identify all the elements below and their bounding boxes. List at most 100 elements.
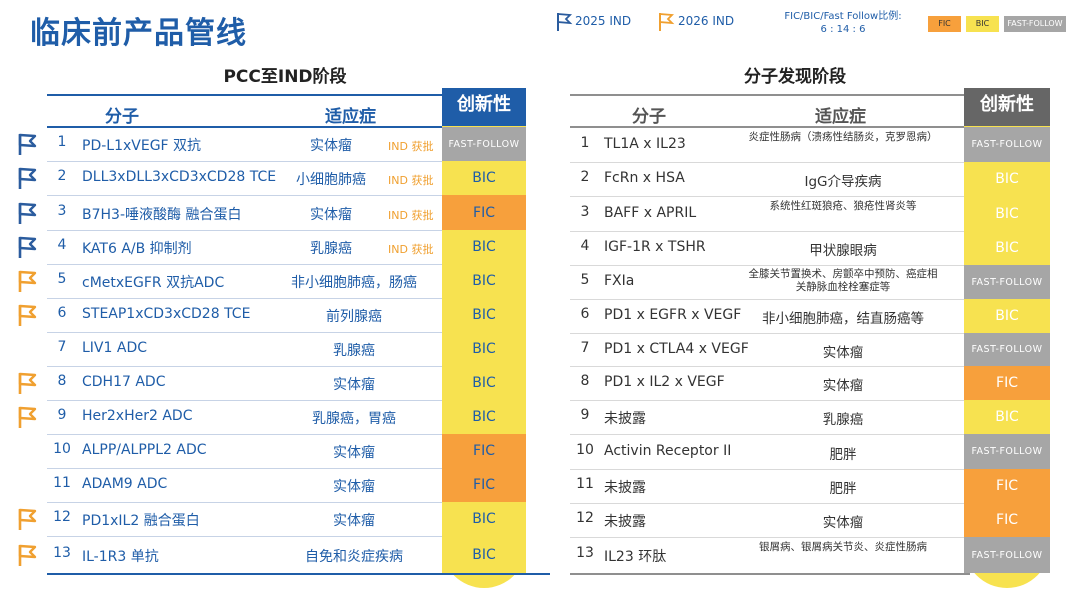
ind-year-flag [16,269,38,297]
row-number: 9 [580,407,590,423]
row-number: 8 [57,373,67,389]
row-divider [570,162,964,163]
indication: 非小细胞肺癌，肠癌 [291,275,417,291]
molecule-name: FcRn x HSA [604,170,685,186]
right-section-title: 分子发现阶段 [744,67,846,87]
innovation-cell: FAST-FOLLOW [964,333,1050,366]
right-top-rule [570,94,964,96]
row-number: 7 [57,339,67,355]
ind-year-flag [16,507,38,535]
innovation-cell: BIC [442,230,526,264]
row-divider [570,434,964,435]
row-number: 5 [580,272,590,288]
molecule-name: CDH17 ADC [82,374,166,390]
indication: 实体瘤 [333,513,375,529]
indication: 小细胞肺癌 [296,172,366,188]
ind-approved-badge: IND 获批 [388,243,434,256]
flag-icon [557,13,573,31]
row-divider [47,366,442,367]
innovation-cell: FIC [442,468,526,502]
row-divider [47,434,442,435]
right-innovation-header: 创新性 [964,88,1050,126]
left-bottom-rule [47,573,550,575]
innovation-cell: FAST-FOLLOW [442,127,526,161]
left-top-rule [47,94,442,96]
indication: 实体瘤 [310,138,352,154]
molecule-name: BAFF x APRIL [604,204,697,221]
left-header-rule [47,126,442,128]
row-divider [570,231,964,232]
indication: 甲状腺眼病 [809,243,877,259]
right-bottom-rule [570,573,970,575]
innovation-cell: BIC [442,536,526,573]
row-number: 8 [580,373,590,389]
innovation-cell: BIC [964,299,1050,333]
molecule-name: LIV1 ADC [82,340,147,356]
molecule-name: STEAP1xCD3xCD28 TCE [82,306,251,322]
innovation-cell: FAST-FOLLOW [964,537,1050,573]
flag-icon [18,167,37,189]
innovation-cell: BIC [964,400,1050,434]
molecule-name: Her2xHer2 ADC [82,408,193,424]
ind-approved-badge: IND 获批 [388,208,434,222]
molecule-name: 未披露 [604,514,646,530]
molecule-name: IL23 环肽 [604,549,667,565]
row-divider [47,230,442,231]
ind-approved-badge: IND 获批 [388,140,434,153]
row-divider [570,196,964,197]
row-divider [47,195,442,196]
indication: 非小细胞肺癌，结直肠癌等 [762,311,924,327]
ind-year-flag [16,303,38,331]
innovation-cell: BIC [442,298,526,332]
row-number: 1 [57,134,67,150]
indication: IgG介导疾病 [804,174,882,190]
innovation-cell: BIC [964,162,1050,196]
innovation-cell: FIC [964,469,1050,503]
ind-year-flag [16,543,38,571]
row-divider [570,265,964,266]
flag-icon [659,13,675,31]
innovation-cell: BIC [442,264,526,298]
innovation-cell: FAST-FOLLOW [964,265,1050,299]
row-number: 12 [576,510,594,526]
innovation-cell: BIC [442,400,526,434]
row-divider [47,264,442,265]
indication: 乳腺癌 [822,412,864,428]
ind-year-flag [16,405,38,433]
row-divider [47,536,442,537]
innovation-cell: BIC [442,502,526,536]
molecule-name: 未披露 [604,411,646,427]
chip-fast-follow: FAST-FOLLOW [1004,16,1066,32]
innovation-cell: BIC [964,231,1050,265]
innovation-cell: BIC [442,161,526,195]
legend-2025 [555,12,573,36]
chip-fic: FIC [928,16,961,32]
indication: 自免和炎症疾病 [305,548,403,565]
molecule-name: 未披露 [604,480,646,496]
row-number: 11 [576,476,594,492]
legend-2026 [657,12,675,36]
innovation-cell: FAST-FOLLOW [964,434,1050,469]
row-divider [47,161,442,162]
ind-year-flag [16,235,38,263]
row-divider [570,400,964,401]
flag-icon [18,202,37,224]
chip-bic: BIC [966,16,999,32]
row-number: 6 [57,305,67,321]
molecule-name: PD1 x CTLA4 x VEGF [604,340,749,357]
right-molecule-header: 分子 [632,107,666,127]
row-divider [570,299,964,300]
left-molecule-header: 分子 [105,107,139,127]
flag-icon [18,544,37,566]
indication: 实体瘤 [822,344,864,361]
row-number: 4 [57,237,67,253]
indication: 实体瘤 [333,377,375,393]
row-divider [47,502,442,503]
row-divider [570,366,964,367]
molecule-name: Activin Receptor II [604,442,732,459]
left-innovation-header: 创新性 [442,88,526,126]
row-divider [47,400,442,401]
row-number: 6 [580,306,590,322]
row-number: 10 [576,441,594,458]
ind-year-flag [16,371,38,399]
